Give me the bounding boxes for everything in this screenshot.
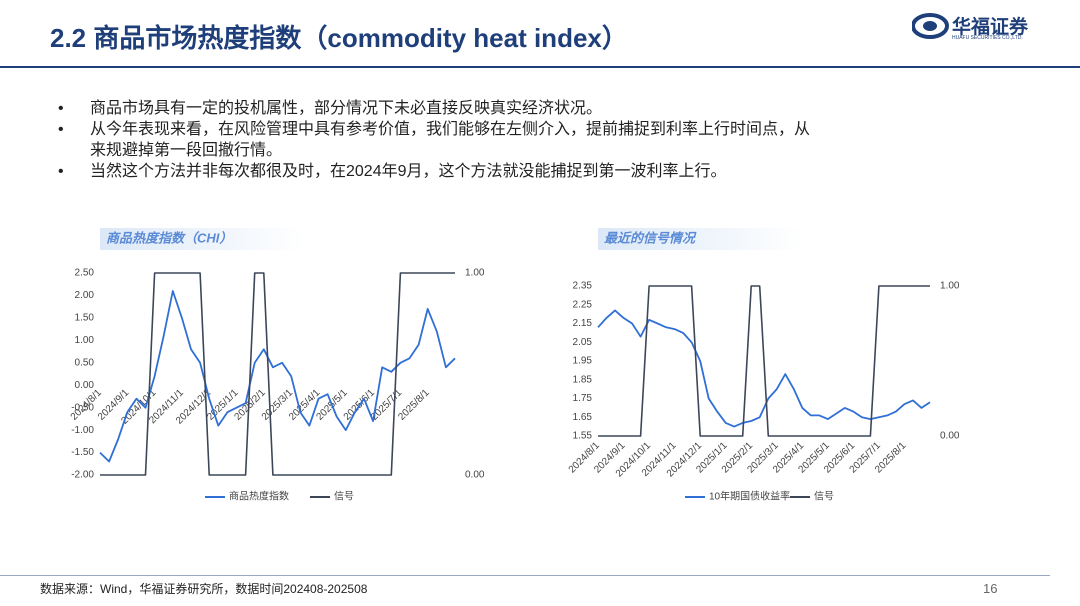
y-tick-label: -2.00	[71, 470, 94, 481]
chart-title: 商品热度指数（CHI）	[106, 230, 232, 245]
y-tick-label: 1.50	[75, 313, 95, 324]
chart-title-bar	[598, 228, 803, 250]
bullet: 当然这个方法并非每次都很及时，在2024年9月，这个方法就没能捕捉到第一波利率上…	[58, 161, 818, 182]
y-tick-label: 1.00	[75, 335, 95, 346]
y-tick-label: 2.25	[573, 299, 593, 310]
y-tick-label: 1.75	[573, 393, 593, 404]
series-line	[100, 272, 455, 476]
y-tick-label: 1.85	[573, 374, 593, 385]
logo-subtext: HUAFU SECURITIES CO.,LTD.	[952, 35, 1023, 41]
slide-title: 2.2 商品市场热度指数（commodity heat index）	[50, 23, 628, 53]
bullet: 商品市场具有一定的投机属性，部分情况下未必直接反映真实经济状况。	[58, 98, 818, 119]
bullet: 从今年表现来看，在风险管理中具有参考价值，我们能够在左侧介入，提前捕捉到利率上行…	[58, 119, 818, 161]
bullets: 商品市场具有一定的投机属性，部分情况下未必直接反映真实经济状况。 从今年表现来看…	[58, 98, 818, 182]
logo: 华福证券 HUAFU SECURITIES CO.,LTD.	[912, 12, 1042, 44]
legend-label: 商品热度指数	[229, 490, 289, 503]
y-tick-label: 2.35	[573, 281, 593, 292]
legend-label: 信号	[334, 491, 354, 503]
y-tick-label: 1.95	[573, 356, 593, 367]
y-tick-label: 0.50	[75, 357, 95, 368]
legend-label: 10年期国债收益率	[709, 490, 790, 503]
chart-title-bar	[100, 228, 305, 250]
y2-tick-label: 1.00	[940, 281, 960, 292]
logo-text: 华福证券	[952, 17, 1029, 38]
title-rule	[0, 66, 1080, 68]
y-tick-label: -1.50	[71, 447, 94, 458]
y-tick-label: 1.55	[573, 431, 593, 442]
y-tick-label: 2.00	[75, 290, 95, 301]
y2-tick-label: 0.00	[465, 470, 485, 481]
y-tick-label: 2.05	[573, 337, 593, 348]
y-tick-label: 2.15	[573, 318, 593, 329]
series-line	[597, 309, 931, 428]
footer-rule	[0, 575, 1050, 576]
y2-tick-label: 0.00	[940, 431, 960, 442]
y2-tick-label: 1.00	[465, 268, 485, 279]
page-number: 16	[983, 581, 998, 596]
series-line	[598, 285, 930, 437]
y-tick-label: -1.00	[71, 425, 94, 436]
x-tick-label: 2025/8/1	[396, 387, 432, 423]
y-tick-label: -0.50	[71, 402, 94, 413]
logo-icon	[912, 13, 949, 39]
y-tick-label: 2.50	[75, 268, 95, 279]
y-tick-label: 1.65	[573, 412, 593, 423]
chart-title: 最近的信号情况	[604, 230, 697, 245]
legend-label: 信号	[814, 491, 834, 503]
source-note: 数据来源：Wind，华福证券研究所，数据时间202408-202508	[40, 582, 368, 596]
y-tick-label: 0.00	[75, 380, 95, 391]
